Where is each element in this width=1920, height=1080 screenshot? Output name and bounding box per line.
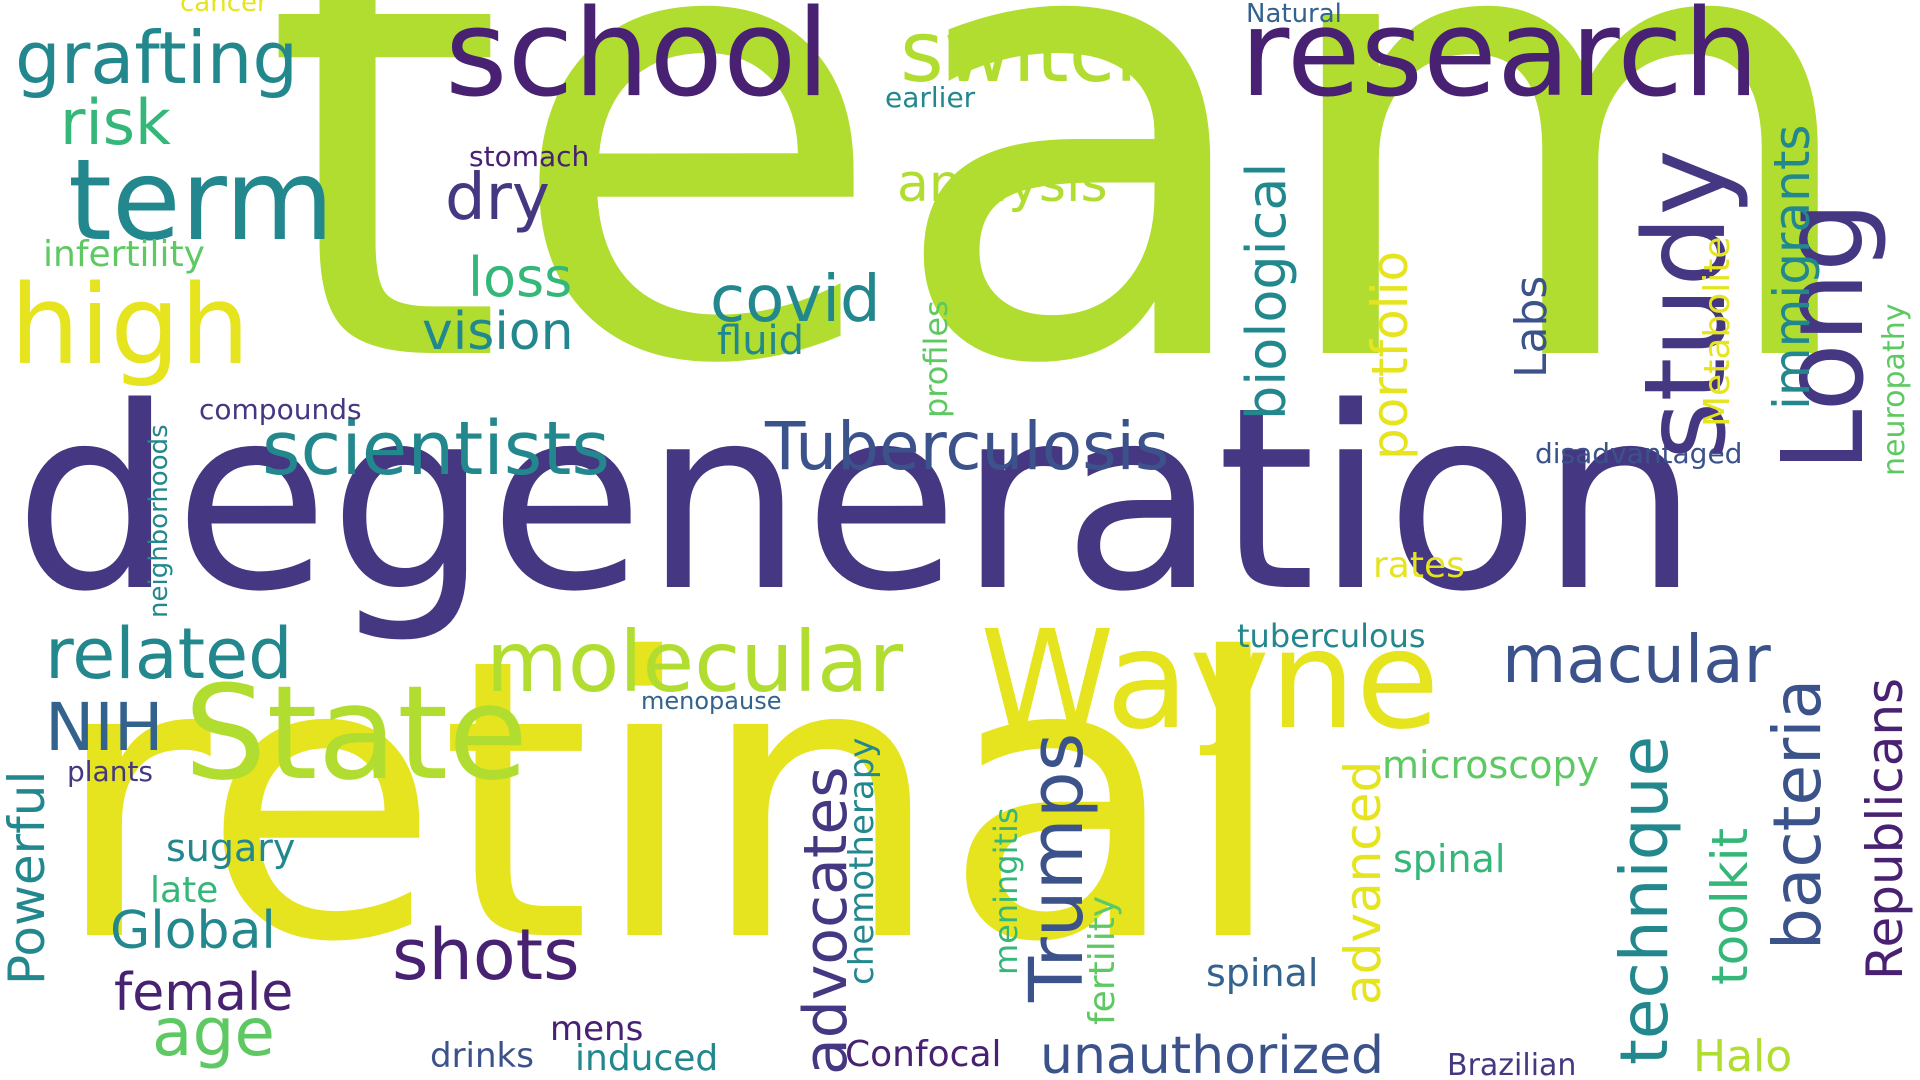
word-confocal: Confocal	[845, 1034, 1002, 1075]
word-metabolite: Metabolite	[1697, 236, 1738, 427]
word-tuberculosis: Tuberculosis	[765, 408, 1170, 485]
word-scientists: scientists	[262, 406, 610, 492]
word-disadvantaged: disadvantaged	[1535, 437, 1743, 470]
word-vision: vision	[422, 302, 574, 362]
word-fertility: fertility	[1082, 895, 1123, 1025]
word-global: Global	[110, 901, 276, 961]
word-school: school	[445, 0, 830, 124]
word-retinal: retinal	[52, 578, 1287, 1027]
word-natural: Natural	[1246, 0, 1342, 29]
word-macular: macular	[1502, 621, 1771, 698]
word-republicans: Republicans	[1856, 677, 1914, 980]
word-powerful: Powerful	[0, 770, 56, 985]
word-research: research	[1240, 0, 1760, 124]
word-female: female	[114, 963, 294, 1023]
word-mens: mens	[550, 1009, 644, 1049]
word-late: late	[150, 870, 219, 911]
word-menopause: menopause	[641, 687, 782, 715]
word-tuberculous: tuberculous	[1237, 617, 1426, 655]
word-wayne: Wayne	[980, 602, 1440, 760]
word-meningitis: meningitis	[987, 807, 1025, 975]
word-risk: risk	[60, 86, 171, 159]
word-nih: NIH	[45, 689, 164, 766]
word-drinks: drinks	[430, 1036, 534, 1076]
word-loss: loss	[468, 246, 573, 309]
word-chemotherapy: chemotherapy	[842, 737, 882, 985]
word-neighborhoods: neighborhoods	[144, 424, 174, 618]
word-profiles: profiles	[917, 300, 955, 418]
word-advanced: advanced	[1334, 760, 1392, 1005]
word-portfolio: portfolio	[1361, 250, 1419, 460]
word-30s: spinal	[1206, 951, 1319, 995]
word-molecular: molecular	[486, 613, 904, 711]
word-covid: covid	[710, 263, 881, 337]
word-technique: technique	[1606, 735, 1683, 1065]
word-grafting: grafting	[15, 16, 299, 100]
word-cancer: cancer	[180, 0, 268, 18]
word-immigrants: immigrants	[1763, 124, 1821, 410]
word-switch: switch	[900, 3, 1169, 101]
word-plants: plants	[67, 755, 154, 788]
word-sugary: sugary	[166, 826, 296, 870]
word-analysis: analysis	[897, 154, 1108, 214]
word-earlier: earlier	[885, 81, 976, 114]
word-toolkit: toolkit	[1701, 827, 1759, 985]
word-stomach: stomach	[469, 140, 590, 173]
word-degeneration: degeneration	[14, 354, 1700, 647]
word-microscopy: microscopy	[1382, 743, 1600, 787]
word-rates: rates	[1373, 545, 1465, 586]
word-halo: Halo	[1693, 1031, 1793, 1080]
word-dry: dry	[445, 161, 550, 235]
word-compounds: compounds	[199, 393, 362, 426]
word-team: team	[262, 0, 1871, 500]
word-age: age	[152, 994, 275, 1071]
word-state: State	[184, 657, 529, 809]
word-term: term	[68, 136, 334, 266]
word-related: related	[45, 613, 293, 695]
word-neuropathy: neuropathy	[1877, 303, 1912, 476]
word-bacteria: bacteria	[1759, 678, 1836, 950]
word-brazilian: Brazilian	[1447, 1048, 1577, 1080]
word-induced: induced	[575, 1038, 719, 1079]
word-high: high	[10, 261, 250, 389]
word-infertility: infertility	[43, 234, 205, 275]
word-labs: Labs	[1506, 275, 1557, 378]
word-shots: shots	[392, 914, 580, 996]
word-biological: biological	[1235, 162, 1298, 420]
word-fluid: fluid	[717, 318, 805, 364]
word-spinal: spinal	[1393, 837, 1506, 881]
word-unauthorized: unauthorized	[1040, 1026, 1385, 1080]
